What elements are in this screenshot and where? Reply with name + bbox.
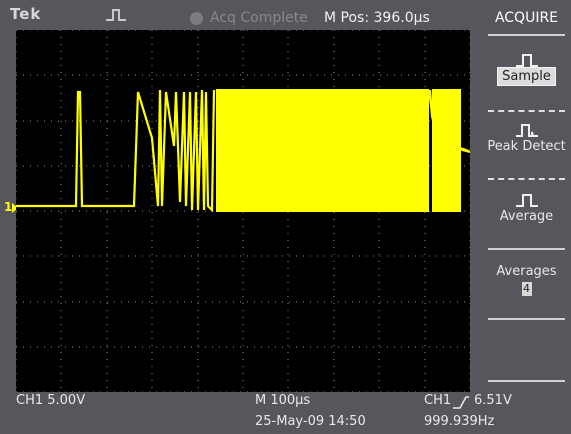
average-waveform-icon: [515, 194, 538, 207]
ch1-scale-readout: CH1 5.00V: [16, 393, 86, 408]
trigger-level-readout: 6.51V: [474, 393, 512, 408]
ch1-ground-arrow-icon: [12, 203, 18, 213]
mpos-value: 396.0μs: [373, 10, 430, 26]
date-time-readout: 25-May-09 14:50: [255, 414, 366, 429]
ch1-ground-marker: 1: [4, 200, 13, 214]
mpos-label: M Pos:: [324, 10, 370, 26]
menu-divider: [488, 34, 565, 36]
menu-item-label: Sample: [497, 67, 556, 86]
timebase-readout: M 100μs: [255, 393, 311, 408]
dense-waveform-burst: [216, 89, 429, 212]
frequency-readout: 999.939Hz: [424, 414, 495, 429]
waveform-tail: [428, 89, 470, 153]
menu-divider: [488, 318, 565, 320]
waveform-display: [16, 30, 470, 392]
acquisition-status: Acq Complete: [210, 10, 308, 26]
trigger-edge-icon: [106, 9, 126, 21]
averages-value: 4: [521, 282, 532, 296]
run-status-icon: [190, 12, 203, 25]
sample-waveform-icon: [515, 54, 538, 67]
menu-item-average[interactable]: Average: [482, 192, 571, 224]
menu-divider: [488, 110, 565, 112]
menu-item-label: Peak Detect: [487, 139, 566, 154]
readout-bar: CH1 5.00V M 100μs CH1 6.51V 25-May-09 14…: [0, 392, 512, 434]
status-bar: Tek Acq Complete M Pos: 396.0μs: [0, 0, 480, 30]
menu-divider: [488, 380, 565, 382]
menu-item-label: Average: [499, 209, 554, 224]
menu-item-sample[interactable]: Sample: [482, 52, 571, 86]
graticule: [16, 30, 470, 392]
rising-edge-icon: [453, 396, 469, 409]
horizontal-position-readout: M Pos: 396.0μs: [324, 10, 430, 26]
menu-item-peak-detect[interactable]: Peak Detect: [482, 122, 571, 154]
acquire-menu: ACQUIRE Sample Peak Detect Average Avera…: [482, 0, 571, 434]
menu-divider: [488, 248, 565, 250]
menu-title: ACQUIRE: [494, 10, 559, 26]
menu-item-averages[interactable]: Averages 4: [482, 264, 571, 296]
trigger-source-readout: CH1: [424, 393, 452, 408]
peak-detect-icon: [515, 124, 538, 137]
menu-item-label: Averages: [496, 264, 557, 279]
dense-waveform-burst-2: [432, 89, 461, 212]
menu-divider: [488, 178, 565, 180]
brand-logo: Tek: [10, 5, 42, 23]
